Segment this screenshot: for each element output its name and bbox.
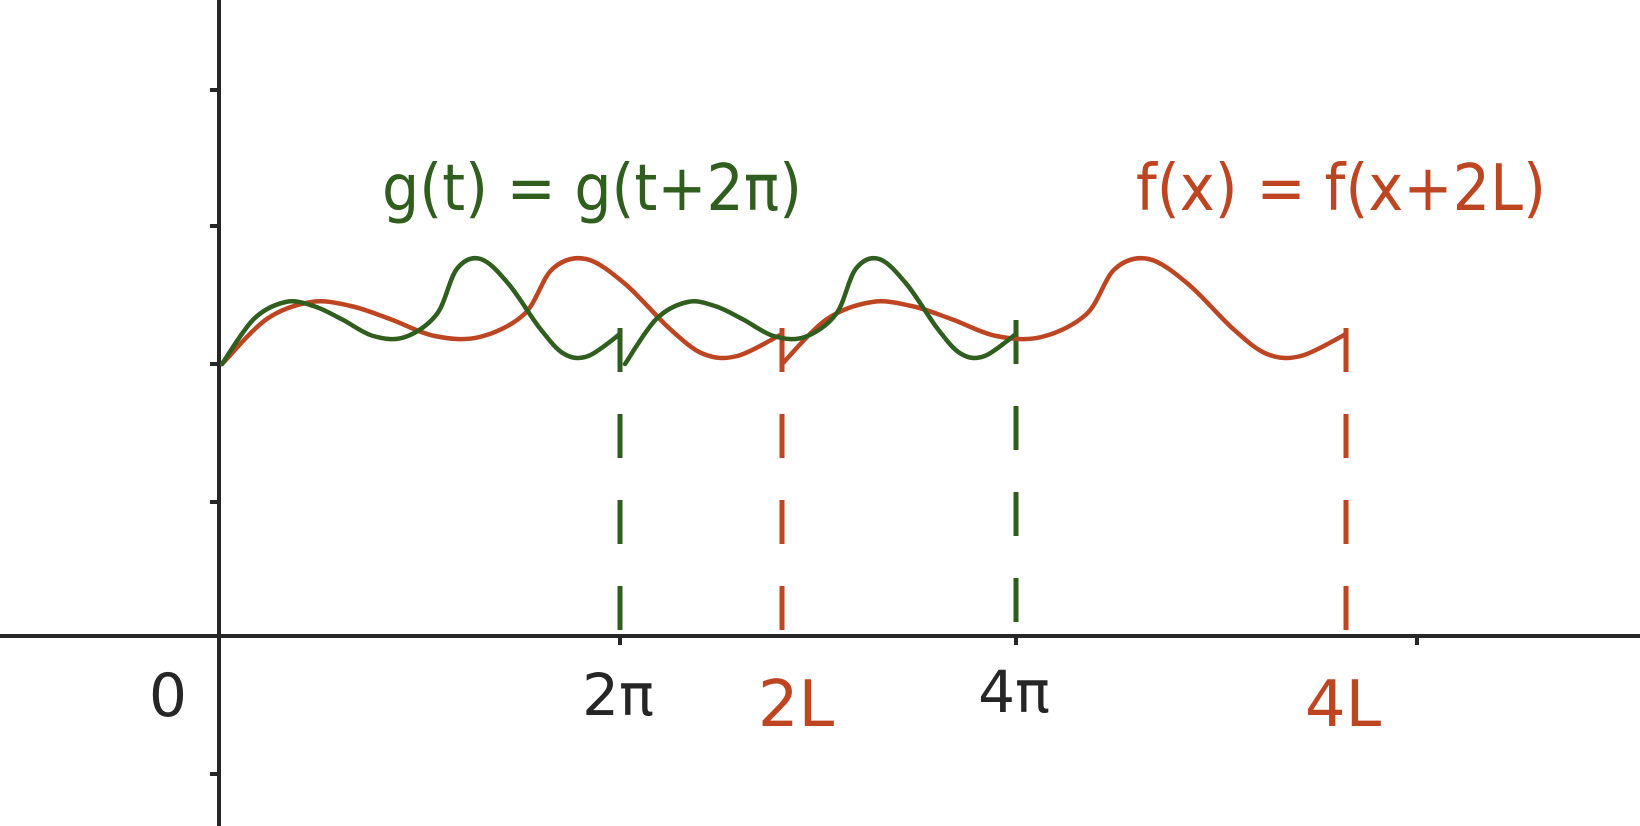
g-equation-label: g(t) = g(t+2π) xyxy=(382,152,802,226)
origin-label: 0 xyxy=(149,661,187,731)
f-curve-period-2 xyxy=(779,255,1349,367)
g-curve-period-2 xyxy=(622,255,1019,367)
g-curve-period-1 xyxy=(219,255,623,367)
f-curve-period-1 xyxy=(219,255,785,367)
g-period-tick-label: 2π xyxy=(582,661,654,729)
f-period-tick-label: 2L xyxy=(758,668,835,742)
f-equation-label: f(x) = f(x+2L) xyxy=(1136,152,1546,226)
f-double-period-tick-label: 4L xyxy=(1305,668,1382,742)
g-double-period-tick-label: 4π xyxy=(978,658,1050,726)
